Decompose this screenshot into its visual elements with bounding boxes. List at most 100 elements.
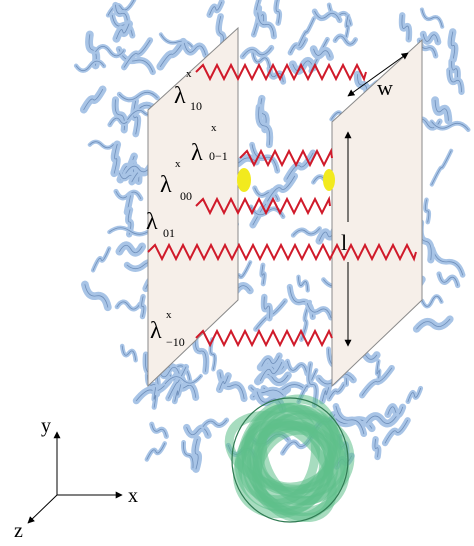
protein-ribbon-outline xyxy=(306,303,332,319)
svg-text:0−1: 0−1 xyxy=(209,149,228,163)
protein-ribbon-outline xyxy=(123,39,151,68)
z-axis-label: z xyxy=(14,520,23,542)
label-lambda--10: λ x −10 xyxy=(150,309,185,349)
spring-lambda-0-1 xyxy=(239,147,333,168)
protein-ribbon-outline xyxy=(387,406,404,416)
protein-ribbon-outline xyxy=(202,419,228,427)
protein-ribbon-outline xyxy=(118,48,154,73)
protein-ribbon-outline xyxy=(421,295,442,307)
protein-ribbon-outline xyxy=(451,60,458,78)
z-axis-arrow xyxy=(27,494,58,524)
protein-ribbon-outline xyxy=(88,34,97,66)
protein-ribbon-outline xyxy=(183,42,207,56)
protein-ribbon-outline xyxy=(194,438,199,470)
protein-ribbon-outline xyxy=(275,0,280,24)
protein-ribbon-outline xyxy=(109,116,132,126)
svg-text:λ: λ xyxy=(150,318,162,344)
protein-ribbon-outline xyxy=(328,383,345,400)
protein-ribbon-outline xyxy=(431,121,469,131)
protein-ribbon-outline xyxy=(116,301,141,310)
protein-ribbon-outline xyxy=(267,175,296,202)
svg-text:x: x xyxy=(166,309,172,321)
protein-ribbon-outline xyxy=(160,33,195,51)
protein-ribbon-outline xyxy=(116,23,130,40)
svg-text:λ: λ xyxy=(174,83,186,109)
protein-ribbon-outline xyxy=(335,405,365,435)
width-label: w xyxy=(377,75,393,100)
protein-ribbon-outline xyxy=(416,318,451,330)
protein-ribbon-outline xyxy=(313,48,331,58)
protein-ribbon-outline xyxy=(314,10,340,21)
ring-domain xyxy=(224,394,355,523)
protein-ribbon-outline xyxy=(431,150,452,185)
protein-ribbon-outline xyxy=(257,12,275,37)
protein-ribbon-outline xyxy=(259,361,283,381)
protein-ribbon-outline xyxy=(118,91,158,101)
protein-ribbon-outline xyxy=(298,369,317,403)
protein-ribbon-outline xyxy=(401,14,410,40)
protein-ribbon-outline xyxy=(242,47,272,57)
protein-ribbon-outline xyxy=(151,423,167,437)
spring-lambda-00 xyxy=(195,195,331,216)
protein-ribbon-outline xyxy=(108,227,152,235)
protein-ribbon-outline xyxy=(376,360,380,384)
protein-ribbon-outline xyxy=(219,375,229,390)
protein-ribbon-outline xyxy=(384,419,409,444)
protein-ribbon-outline xyxy=(83,88,104,111)
protein-ribbon-outline xyxy=(95,45,125,57)
protein-ribbon-outline xyxy=(366,415,397,424)
protein-ribbon-outline xyxy=(89,141,114,149)
protein-ribbon-outline xyxy=(146,443,166,460)
y-axis-label: y xyxy=(41,415,51,437)
protein-ribbon-outline xyxy=(292,60,314,72)
spring-lambda--10 xyxy=(195,328,333,348)
protein-ribbon-outline xyxy=(434,99,449,121)
protein-ribbon-outline xyxy=(292,228,320,236)
svg-text:λ: λ xyxy=(160,172,172,198)
protein-ribbon-outline xyxy=(421,9,443,28)
protein-ribbon-outline xyxy=(183,442,194,469)
label-lambda-00: λ x 00 xyxy=(160,158,192,203)
ring-domain-strand xyxy=(233,421,335,519)
svg-text:x: x xyxy=(211,122,217,134)
protein-ribbon-outline xyxy=(308,363,317,406)
protein-ribbon-outline xyxy=(261,355,280,367)
protein-ribbon-outline xyxy=(115,4,128,23)
protein-ribbon-outline xyxy=(141,296,145,317)
protein-ribbon-outline xyxy=(407,387,422,402)
label-lambda-01: λ 01 xyxy=(146,209,175,240)
protein-ribbon-outline xyxy=(126,195,131,213)
protein-ribbon-outline xyxy=(158,366,180,378)
svg-text:−10: −10 xyxy=(166,335,185,349)
protein-ribbon-outline xyxy=(261,264,265,285)
protein-ribbon-outline xyxy=(113,144,118,174)
svg-text:λ: λ xyxy=(146,209,158,235)
protein-ribbon-outline xyxy=(186,427,209,436)
protein-ribbon-outline xyxy=(300,301,311,340)
protein-ribbon-outline xyxy=(432,248,464,276)
protein-ribbon-outline xyxy=(321,383,330,402)
length-label: l xyxy=(341,230,347,255)
spring-lambda-10 xyxy=(195,62,367,82)
protein-ribbon-outline xyxy=(374,438,379,458)
protein-ribbon-outline xyxy=(159,41,184,68)
protein-ribbon-outline xyxy=(334,35,356,45)
left-plate xyxy=(147,26,239,388)
svg-text:01: 01 xyxy=(163,226,175,240)
protein-ribbon-outline xyxy=(153,387,157,408)
protein-ribbon-outline xyxy=(287,360,308,375)
label-lambda-10: λ x 10 xyxy=(174,68,202,113)
protein-ribbon-outline xyxy=(75,60,105,72)
protein-ribbon-outline xyxy=(167,366,187,399)
protein-ribbon-outline xyxy=(121,345,137,361)
protein-ribbon-outline xyxy=(252,51,271,69)
protein-ribbon-outline xyxy=(438,273,459,286)
protein-ribbon-outline xyxy=(448,70,462,93)
protein-ribbon-outline xyxy=(92,248,110,271)
protein-ribbon-outline xyxy=(127,209,132,235)
protein-ribbon-outline xyxy=(450,31,456,60)
protein-ribbon-outline xyxy=(361,367,393,396)
protein-ribbon-outline xyxy=(164,375,202,385)
